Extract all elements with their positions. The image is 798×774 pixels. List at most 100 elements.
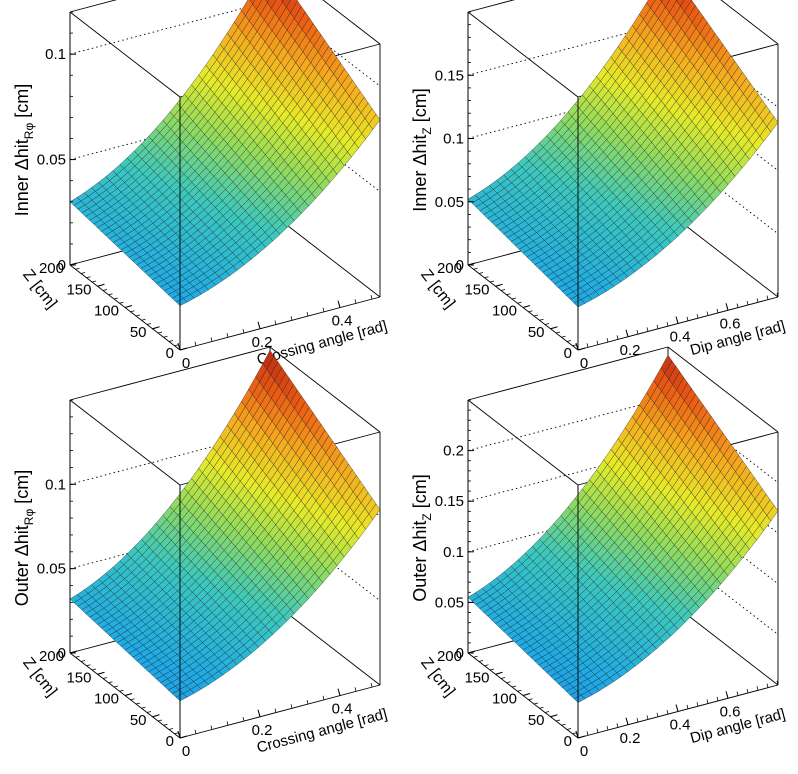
z-tick-label: 0 [58, 257, 66, 274]
y-minor-tick [544, 323, 550, 325]
y-minor-tick [533, 314, 539, 317]
x-minor-tick [746, 300, 749, 306]
y-minor-tick [146, 323, 152, 325]
z-title-hit: Δhit [12, 139, 32, 170]
frame-line [720, 0, 779, 45]
y-minor-tick [544, 711, 550, 713]
x-minor-tick [736, 303, 739, 308]
frame-line [467, 0, 516, 13]
y-minor-tick [163, 335, 168, 338]
y-tick-label: 200 [437, 648, 462, 665]
x-tick-label: 0.4 [332, 313, 353, 330]
y-tick-label: 150 [66, 281, 91, 298]
x-tick-label: 0 [580, 355, 588, 372]
y-minor-tick [500, 289, 506, 291]
y-minor-tick [539, 318, 544, 321]
y-minor-tick [555, 719, 561, 722]
y-minor-tick [506, 293, 511, 296]
y-minor-tick [69, 651, 75, 654]
surface-cell [766, 505, 779, 522]
x-minor-tick [586, 731, 589, 736]
y-tick-label: 100 [94, 303, 119, 320]
x-minor-tick [726, 306, 729, 311]
y-minor-tick [577, 736, 583, 739]
y-minor-tick [179, 736, 185, 739]
y-tick-label: 200 [437, 260, 462, 277]
x-minor-tick [290, 316, 293, 321]
axis-line [179, 684, 381, 739]
x-tick-label: 0.2 [252, 722, 273, 739]
y-minor-tick [561, 335, 566, 338]
frame-line [269, 346, 381, 433]
z-tick-label: 0 [456, 645, 464, 662]
z-title-unit: [cm] [410, 88, 430, 127]
x-minor-tick [616, 335, 619, 340]
x-minor-tick [766, 295, 769, 300]
x-tick-label: 0.2 [252, 334, 273, 351]
y-minor-tick [495, 284, 500, 287]
z-gridline [467, 85, 779, 171]
x-minor-tick [274, 320, 277, 325]
z-tick-label: 0.2 [443, 443, 464, 460]
x-minor-tick [776, 680, 779, 686]
x-tick-label: 0.2 [620, 342, 641, 359]
y-minor-tick [572, 344, 577, 347]
surface-cell [661, 0, 670, 8]
surface-cell [282, 0, 291, 8]
x-minor-tick [274, 708, 277, 713]
frame-line [467, 346, 669, 401]
x-minor-tick [736, 691, 739, 696]
y-minor-tick [495, 672, 500, 675]
y-minor-tick [473, 267, 478, 270]
y-minor-tick [489, 280, 495, 283]
surface-mesh [467, 354, 779, 703]
y-minor-tick [522, 306, 528, 308]
y-minor-tick [577, 348, 583, 351]
z-gridline [467, 498, 779, 585]
y-tick-label: 150 [66, 669, 91, 686]
z-tick-label: 0.05 [37, 152, 66, 169]
y-minor-tick [522, 694, 528, 696]
x-minor-tick [766, 683, 769, 688]
x-minor-tick [178, 733, 181, 739]
y-tick-label: 0 [564, 733, 572, 750]
surface-cell [660, 0, 663, 3]
z-gridline [467, 447, 779, 534]
y-tick-label: 0 [166, 345, 174, 362]
y-minor-tick [528, 310, 533, 313]
y-minor-tick [97, 672, 102, 675]
y-tick-label: 0 [166, 733, 174, 750]
z-title-sub: Z [420, 127, 434, 134]
z-tick-label: 0.15 [435, 493, 464, 510]
x-minor-tick [726, 694, 729, 699]
y-minor-tick [91, 280, 97, 283]
x-minor-tick [210, 337, 213, 342]
y-tick-label: 100 [492, 303, 517, 320]
x-minor-tick [686, 316, 689, 321]
y-tick-label: 150 [464, 281, 489, 298]
x-minor-tick [656, 712, 659, 717]
y-minor-tick [484, 276, 489, 279]
x-minor-tick [706, 699, 709, 704]
x-tick-label: 0.6 [720, 703, 741, 720]
y-minor-tick [566, 340, 572, 342]
y-tick-label: 100 [94, 691, 119, 708]
x-minor-tick [626, 332, 629, 337]
x-minor-tick [606, 337, 609, 343]
surface-mesh [69, 0, 381, 306]
x-minor-tick [696, 702, 699, 707]
x-minor-tick [746, 688, 749, 694]
y-minor-tick [566, 728, 572, 730]
x-minor-tick [290, 704, 293, 709]
y-minor-tick [135, 702, 141, 705]
y-minor-tick [75, 655, 80, 658]
z-gridline [69, 0, 381, 87]
frame-line [69, 346, 271, 401]
y-tick-label: 50 [130, 712, 147, 729]
y-minor-tick [163, 723, 168, 726]
z-title-sub: Z [420, 513, 434, 520]
y-minor-tick [135, 314, 141, 317]
